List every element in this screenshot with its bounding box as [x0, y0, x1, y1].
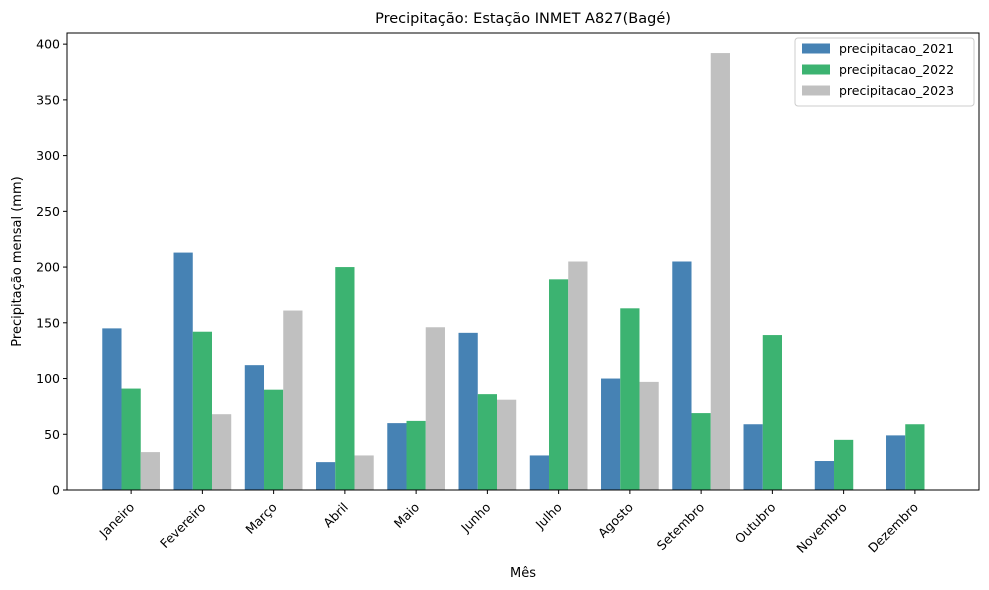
legend-box — [794, 37, 975, 107]
chart-title: Precipitação: Estação INMET A827(Bagé) — [375, 11, 671, 27]
y-tick-label-400: 400 — [36, 37, 60, 52]
legend-swatch-precipitacao_2023 — [802, 85, 830, 96]
bar-precipitacao_2023-fevereiro — [211, 414, 232, 490]
legend-label-precipitacao_2021: precipitacao_2021 — [839, 41, 954, 56]
bar-precipitacao_2021-novembro — [814, 461, 835, 490]
plot-frame — [66, 32, 980, 491]
bar-precipitacao_2022-fevereiro — [192, 331, 212, 490]
legend-swatch-precipitacao_2022 — [802, 64, 830, 75]
y-tick-label-300: 300 — [36, 148, 60, 163]
bar-precipitacao_2021-fevereiro — [173, 252, 193, 490]
y-axis-label: Precipitação mensal (mm) — [10, 176, 25, 346]
bar-precipitacao_2021-janeiro — [102, 328, 122, 490]
bar-precipitacao_2023-julho — [568, 261, 588, 490]
bar-precipitacao_2022-abril — [335, 267, 355, 490]
bar-precipitacao_2022-dezembro — [905, 424, 925, 490]
bar-precipitacao_2023-setembro — [710, 53, 730, 491]
bar-precipitacao_2021-junho — [458, 332, 478, 490]
bar-precipitacao_2021-abril — [316, 462, 336, 490]
bar-precipitacao_2022-agosto — [620, 308, 640, 490]
bar-precipitacao_2023-março — [283, 310, 303, 490]
legend: precipitacao_2021 precipitacao_2022precip… — [794, 37, 975, 107]
bar-precipitacao_2022-setembro — [691, 413, 711, 490]
bar-precipitacao_2021-dezembro — [886, 435, 906, 490]
y-tick-label-150: 150 — [36, 315, 60, 330]
legend-label-precipitacao_2023: precipitacao_2023 — [839, 83, 954, 98]
bar-precipitacao_2023-abril — [354, 455, 374, 490]
bar-precipitacao_2022-março — [264, 389, 284, 490]
bar-precipitacao_2022-novembro — [834, 439, 854, 490]
legend-label-precipitacao_2022: precipitacao_2022 — [839, 62, 954, 77]
bar-precipitacao_2023-agosto — [639, 381, 659, 490]
bar-precipitacao_2021-setembro — [672, 261, 692, 490]
bar-precipitacao_2022-outubro — [762, 335, 782, 490]
bar-precipitacao_2022-janeiro — [121, 388, 141, 490]
bar-precipitacao_2022-maio — [406, 420, 426, 490]
bar-precipitacao_2021-julho — [529, 455, 550, 490]
legend-swatch-precipitacao_2021 — [802, 43, 830, 54]
y-tick-label-0: 0 — [52, 483, 60, 498]
bar-precipitacao_2023-janeiro — [140, 452, 160, 490]
bar-precipitacao_2022-junho — [477, 394, 497, 490]
bar-precipitacao_2023-junho — [496, 399, 517, 490]
bar-precipitacao_2021-março — [244, 365, 265, 490]
bar-precipitacao_2021-maio — [387, 423, 407, 490]
y-tick-label-250: 250 — [36, 204, 60, 219]
bar-precipitacao_2022-julho — [549, 279, 569, 490]
bar-precipitacao_2023-maio — [425, 327, 445, 490]
bar-precipitacao_2021-agosto — [601, 378, 621, 490]
bars-layer — [102, 53, 925, 491]
y-tick-label-100: 100 — [36, 371, 60, 386]
x-axis-label: Mês — [510, 566, 536, 581]
y-tick-label-200: 200 — [36, 260, 60, 275]
y-tick-label-50: 50 — [44, 427, 60, 442]
y-axis: 0 50 100 150 200 250 300 350 400 — [36, 37, 67, 498]
y-tick-label-350: 350 — [36, 92, 60, 107]
bar-precipitacao_2021-outubro — [743, 424, 763, 490]
